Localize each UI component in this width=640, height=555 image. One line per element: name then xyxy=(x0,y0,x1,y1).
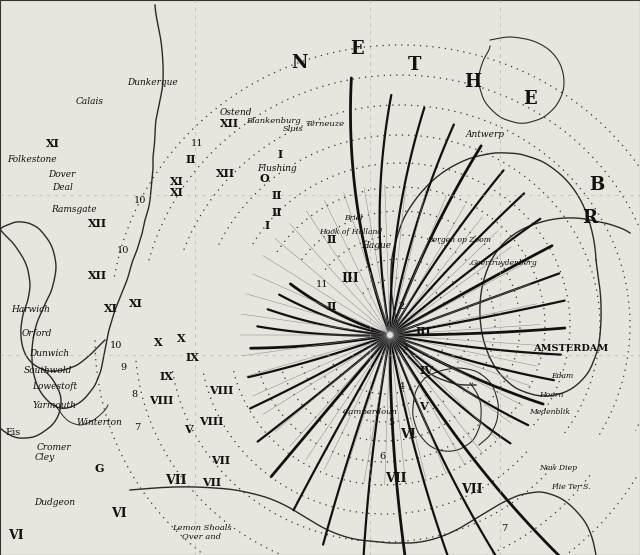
Text: 11: 11 xyxy=(316,280,328,289)
Text: VIII: VIII xyxy=(209,385,233,396)
Text: XII: XII xyxy=(216,168,235,179)
Text: Harwich: Harwich xyxy=(12,305,50,314)
Text: IX: IX xyxy=(185,352,199,364)
Text: Flushing: Flushing xyxy=(257,164,296,173)
Text: V: V xyxy=(184,423,193,435)
Text: Camperdoun: Camperdoun xyxy=(342,408,397,416)
Text: Sluis: Sluis xyxy=(283,125,303,133)
Text: 7: 7 xyxy=(501,524,508,533)
Text: VI: VI xyxy=(8,529,24,542)
Text: Dover: Dover xyxy=(49,170,76,179)
Text: VI: VI xyxy=(111,507,126,520)
Text: Hoorn: Hoorn xyxy=(540,391,564,399)
Text: Bergen op Zoom: Bergen op Zoom xyxy=(428,236,492,244)
Text: II: II xyxy=(326,234,337,245)
Text: Edam: Edam xyxy=(551,372,573,380)
Text: XI: XI xyxy=(46,138,60,149)
Text: 4: 4 xyxy=(399,382,405,391)
Text: N: N xyxy=(291,54,308,72)
Text: Cromer: Cromer xyxy=(37,443,72,452)
Text: Dunwich: Dunwich xyxy=(29,349,69,358)
Text: Lemon Shoals: Lemon Shoals xyxy=(172,524,232,532)
Text: VIII: VIII xyxy=(199,416,223,427)
Text: Over and: Over and xyxy=(182,533,221,541)
Text: II: II xyxy=(326,301,337,312)
Text: Winterton: Winterton xyxy=(76,418,122,427)
Text: II: II xyxy=(272,190,282,201)
Text: B: B xyxy=(589,176,604,194)
Text: Briel: Briel xyxy=(344,214,363,222)
Text: Folkestone: Folkestone xyxy=(7,155,57,164)
Text: T: T xyxy=(408,57,421,74)
Text: X: X xyxy=(154,337,163,348)
Text: H: H xyxy=(464,73,481,91)
Text: Lowestoft: Lowestoft xyxy=(32,382,77,391)
Text: Terneuze: Terneuze xyxy=(305,120,345,128)
Text: V: V xyxy=(419,401,428,412)
Text: 5: 5 xyxy=(388,418,395,427)
Text: Medenblik: Medenblik xyxy=(529,408,570,416)
Text: 6: 6 xyxy=(380,452,386,461)
Text: Dunkerque: Dunkerque xyxy=(127,78,178,87)
Text: XII: XII xyxy=(88,270,107,281)
Text: VII: VII xyxy=(461,483,483,496)
Text: Hague: Hague xyxy=(361,241,392,250)
Text: III: III xyxy=(342,272,360,285)
Text: VII: VII xyxy=(385,472,406,485)
Text: VII: VII xyxy=(165,473,187,487)
Text: 11: 11 xyxy=(191,139,204,148)
Text: E: E xyxy=(523,90,537,108)
Text: Hook of Holland: Hook of Holland xyxy=(319,228,382,236)
Text: II: II xyxy=(272,207,282,218)
Text: VII: VII xyxy=(211,455,230,466)
Text: I: I xyxy=(278,149,283,160)
Text: VII: VII xyxy=(202,477,221,488)
Text: IV: IV xyxy=(420,365,434,376)
Text: New Diep: New Diep xyxy=(539,464,577,472)
Text: O: O xyxy=(259,173,269,184)
Text: Ramsgate: Ramsgate xyxy=(51,205,97,214)
Text: XII: XII xyxy=(88,218,107,229)
Text: Dudgeon: Dudgeon xyxy=(34,498,75,507)
Text: 10: 10 xyxy=(133,196,146,205)
Text: Yarmouth: Yarmouth xyxy=(33,401,76,410)
Text: Geertruydenberg: Geertruydenberg xyxy=(471,259,538,266)
Text: VI: VI xyxy=(401,427,416,441)
Text: G: G xyxy=(95,463,104,475)
Text: AMSTERDAM: AMSTERDAM xyxy=(533,344,609,353)
Text: Cley: Cley xyxy=(35,453,55,462)
Text: XI: XI xyxy=(170,176,184,187)
Text: Orford: Orford xyxy=(22,329,52,338)
Text: 10: 10 xyxy=(116,246,129,255)
Text: X: X xyxy=(177,333,186,344)
Text: XI: XI xyxy=(129,298,143,309)
Text: Southwold: Southwold xyxy=(24,366,72,375)
Text: 3: 3 xyxy=(401,344,408,352)
Text: Deal: Deal xyxy=(52,183,73,191)
Text: XI: XI xyxy=(170,187,184,198)
Text: Antwerp: Antwerp xyxy=(466,130,504,139)
Text: E: E xyxy=(350,40,364,58)
Text: Calais: Calais xyxy=(76,97,104,106)
Text: VIII: VIII xyxy=(149,395,173,406)
Text: IX: IX xyxy=(159,371,173,382)
Text: Blankenburg: Blankenburg xyxy=(246,117,301,125)
Text: R: R xyxy=(582,209,598,227)
Text: 8: 8 xyxy=(131,390,138,398)
Text: 9: 9 xyxy=(120,363,127,372)
Text: XI: XI xyxy=(104,303,118,314)
Text: III: III xyxy=(416,326,431,337)
Text: 10: 10 xyxy=(110,341,123,350)
Text: Flie Ter S.: Flie Ter S. xyxy=(551,483,591,491)
Text: Eis: Eis xyxy=(5,428,20,437)
Text: I: I xyxy=(265,220,270,231)
Text: 2: 2 xyxy=(399,302,405,311)
Text: 7: 7 xyxy=(134,423,141,432)
Text: II: II xyxy=(186,154,196,165)
Text: Ostend: Ostend xyxy=(220,108,252,117)
Text: XII: XII xyxy=(220,118,239,129)
